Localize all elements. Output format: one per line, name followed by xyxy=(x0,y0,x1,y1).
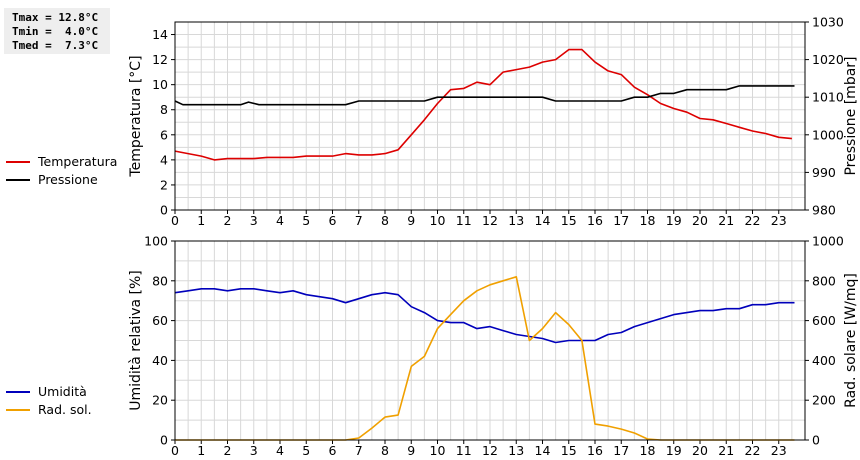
top-left-tick-label: 6 xyxy=(160,127,168,142)
bottom-x-tick-label: 17 xyxy=(613,443,629,458)
bottom-x-tick-label: 0 xyxy=(171,443,179,458)
legend-swatch-temperatura xyxy=(6,161,30,163)
bottom-right-tick-label: 800 xyxy=(812,273,836,288)
top-left-tick-label: 8 xyxy=(160,102,168,117)
bottom-right-tick-label: 0 xyxy=(812,433,820,448)
bottom-left-tick-label: 20 xyxy=(152,393,168,408)
top-right-tick-label: 1010 xyxy=(812,90,844,105)
summary-box: Tmax = 12.8°C Tmin = 4.0°C Tmed = 7.3°C xyxy=(4,8,110,54)
bottom-x-tick-label: 18 xyxy=(640,443,656,458)
bottom-x-tick-label: 23 xyxy=(771,443,787,458)
top-x-tick-label: 3 xyxy=(250,213,258,228)
bottom-x-tick-label: 22 xyxy=(745,443,761,458)
bottom-x-tick-label: 2 xyxy=(224,443,232,458)
top-left-tick-label: 0 xyxy=(160,203,168,218)
bottom-x-tick-label: 20 xyxy=(692,443,708,458)
bottom-series-rad-sol- xyxy=(175,275,795,441)
top-x-tick-label: 18 xyxy=(640,213,656,228)
bottom-x-tick-label: 12 xyxy=(482,443,498,458)
bottom-x-tick-label: 14 xyxy=(535,443,551,458)
top-x-tick-label: 1 xyxy=(197,213,205,228)
top-x-tick-label: 17 xyxy=(613,213,629,228)
top-right-tick-label: 1030 xyxy=(812,15,844,30)
bottom-left-tick-label: 80 xyxy=(152,273,168,288)
bottom-x-tick-label: 8 xyxy=(381,443,389,458)
top-x-tick-label: 2 xyxy=(224,213,232,228)
bottom-x-tick-label: 5 xyxy=(302,443,310,458)
top-series-temperatura xyxy=(174,48,792,161)
legend-label-pressione: Pressione xyxy=(38,172,98,187)
top-left-tick-label: 14 xyxy=(152,27,168,42)
bottom-x-tick-label: 15 xyxy=(561,443,577,458)
top-left-tick-label: 2 xyxy=(160,177,168,192)
top-x-tick-label: 6 xyxy=(329,213,337,228)
bottom-plot-frame xyxy=(174,240,806,441)
bottom-left-tick-label: 40 xyxy=(152,353,168,368)
top-left-axis-label: Temperatura [°C] xyxy=(128,55,144,177)
bottom-x-tick-label: 19 xyxy=(666,443,682,458)
top-right-axis-label: Pressione [mbar] xyxy=(843,56,859,175)
top-x-tick-label: 5 xyxy=(302,213,310,228)
top-x-tick-label: 14 xyxy=(535,213,551,228)
bottom-left-tick-label: 0 xyxy=(160,433,168,448)
bottom-x-tick-label: 6 xyxy=(329,443,337,458)
top-x-tick-label: 13 xyxy=(508,213,524,228)
bottom-x-tick-label: 16 xyxy=(587,443,603,458)
top-x-tick-label: 9 xyxy=(407,213,415,228)
bottom-left-tick-label: 100 xyxy=(144,234,168,249)
bottom-x-tick-label: 11 xyxy=(456,443,472,458)
top-left-tick-label: 12 xyxy=(152,52,168,67)
top-x-tick-label: 11 xyxy=(456,213,472,228)
top-series-pressione xyxy=(174,85,795,106)
top-left-tick-label: 4 xyxy=(160,152,168,167)
top-x-tick-label: 15 xyxy=(561,213,577,228)
legend-swatch-pressione xyxy=(6,179,30,181)
bottom-x-tick-label: 7 xyxy=(355,443,363,458)
top-right-tick-label: 990 xyxy=(812,165,836,180)
bottom-x-tick-label: 13 xyxy=(508,443,524,458)
legend-swatch-umidita xyxy=(6,391,30,393)
tmax-label: Tmax = 12.8°C xyxy=(12,11,99,24)
legend-label-radsol: Rad. sol. xyxy=(38,402,92,417)
top-x-tick-label: 8 xyxy=(381,213,389,228)
top-x-tick-label: 4 xyxy=(276,213,284,228)
top-x-tick-label: 23 xyxy=(771,213,787,228)
top-x-tick-label: 16 xyxy=(587,213,603,228)
bottom-right-tick-label: 1000 xyxy=(812,234,844,249)
bottom-right-axis-label: Rad. solare [W/mq] xyxy=(843,273,859,408)
legend-swatch-radsol xyxy=(6,409,30,411)
top-x-tick-label: 0 xyxy=(171,213,179,228)
legend-label-temperatura: Temperatura xyxy=(38,154,118,169)
top-x-tick-label: 7 xyxy=(355,213,363,228)
top-x-tick-label: 22 xyxy=(745,213,761,228)
tmin-label: Tmin = 4.0°C xyxy=(12,25,99,38)
bottom-left-axis-label: Umidità relativa [%] xyxy=(128,270,144,411)
top-right-tick-label: 980 xyxy=(812,203,836,218)
top-x-tick-label: 21 xyxy=(718,213,734,228)
top-x-tick-label: 12 xyxy=(482,213,498,228)
bottom-right-tick-label: 200 xyxy=(812,393,836,408)
bottom-right-tick-label: 400 xyxy=(812,353,836,368)
top-x-tick-label: 19 xyxy=(666,213,682,228)
top-x-tick-label: 20 xyxy=(692,213,708,228)
top-left-tick-label: 10 xyxy=(152,77,168,92)
bottom-x-tick-label: 10 xyxy=(430,443,446,458)
bottom-left-tick-label: 60 xyxy=(152,313,168,328)
top-right-tick-label: 1000 xyxy=(812,127,844,142)
bottom-right-tick-label: 600 xyxy=(812,313,836,328)
bottom-x-tick-label: 1 xyxy=(197,443,205,458)
top-x-tick-label: 10 xyxy=(430,213,446,228)
top-right-tick-label: 1020 xyxy=(812,52,844,67)
bottom-x-tick-label: 9 xyxy=(407,443,415,458)
bottom-series-umidit- xyxy=(174,287,795,344)
top-plot-frame xyxy=(174,21,806,211)
legend-label-umidita: Umidità xyxy=(38,384,87,399)
bottom-x-tick-label: 21 xyxy=(718,443,734,458)
bottom-x-tick-label: 3 xyxy=(250,443,258,458)
tmed-label: Tmed = 7.3°C xyxy=(12,39,99,52)
bottom-x-tick-label: 4 xyxy=(276,443,284,458)
